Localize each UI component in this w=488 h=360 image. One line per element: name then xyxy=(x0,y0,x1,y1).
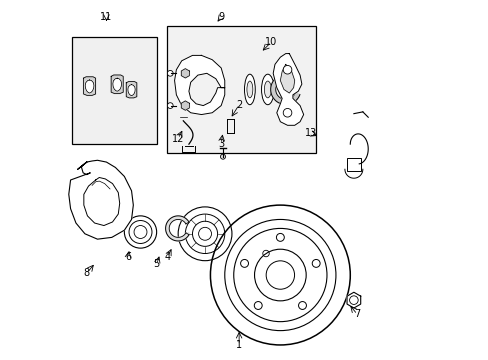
Circle shape xyxy=(283,108,291,117)
Polygon shape xyxy=(270,75,299,104)
Bar xyxy=(346,158,360,171)
Polygon shape xyxy=(126,82,137,98)
Polygon shape xyxy=(346,292,360,308)
Polygon shape xyxy=(69,160,133,239)
Text: 13: 13 xyxy=(304,129,316,138)
Text: 9: 9 xyxy=(218,12,224,22)
Polygon shape xyxy=(280,64,294,93)
Circle shape xyxy=(167,103,173,108)
FancyBboxPatch shape xyxy=(167,26,316,153)
Text: 10: 10 xyxy=(264,37,277,47)
Text: 8: 8 xyxy=(83,268,90,278)
Text: 6: 6 xyxy=(124,252,131,262)
Circle shape xyxy=(283,66,291,74)
Text: 4: 4 xyxy=(164,252,170,262)
Polygon shape xyxy=(181,101,189,110)
Polygon shape xyxy=(113,78,122,91)
Polygon shape xyxy=(111,75,123,94)
Polygon shape xyxy=(83,77,96,95)
Circle shape xyxy=(167,71,173,76)
Text: 5: 5 xyxy=(153,259,160,269)
Text: 2: 2 xyxy=(236,100,242,110)
Polygon shape xyxy=(83,177,120,226)
Ellipse shape xyxy=(264,81,271,98)
Polygon shape xyxy=(85,80,94,93)
Polygon shape xyxy=(273,54,303,125)
FancyBboxPatch shape xyxy=(72,37,156,144)
Ellipse shape xyxy=(261,74,274,105)
Text: 12: 12 xyxy=(172,134,184,144)
Text: 3: 3 xyxy=(218,139,224,149)
Text: 7: 7 xyxy=(354,310,360,319)
Circle shape xyxy=(220,154,225,159)
Ellipse shape xyxy=(244,74,255,105)
Ellipse shape xyxy=(246,81,252,98)
Polygon shape xyxy=(127,85,135,96)
Polygon shape xyxy=(165,216,189,241)
Polygon shape xyxy=(181,69,189,78)
Polygon shape xyxy=(174,55,224,114)
Text: 1: 1 xyxy=(236,340,242,350)
Text: 11: 11 xyxy=(100,12,112,22)
